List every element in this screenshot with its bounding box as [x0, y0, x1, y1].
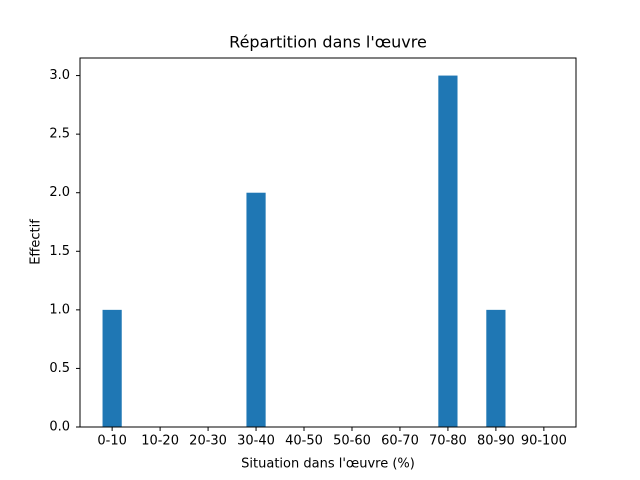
x-tick-label: 40-50	[285, 434, 323, 449]
x-tick-label: 90-100	[521, 434, 567, 449]
x-tick-label: 70-80	[429, 434, 467, 449]
x-tick-label: 10-20	[141, 434, 179, 449]
chart-title: Répartition dans l'œuvre	[229, 33, 427, 52]
x-tick-label: 30-40	[237, 434, 275, 449]
bar	[246, 192, 266, 427]
bar	[438, 75, 458, 428]
y-tick-label: 0.5	[49, 361, 70, 376]
x-tick-label: 0-10	[97, 434, 127, 449]
y-tick-label: 2.0	[49, 185, 70, 200]
y-tick-label: 1.0	[49, 302, 70, 317]
y-tick-label: 3.0	[49, 68, 70, 83]
y-tick-label: 2.5	[49, 127, 70, 142]
y-tick-label: 1.5	[49, 244, 70, 259]
x-tick-label: 50-60	[333, 434, 371, 449]
x-tick-label: 60-70	[381, 434, 419, 449]
x-axis-label: Situation dans l'œuvre (%)	[241, 457, 415, 472]
y-tick-label: 0.0	[49, 420, 70, 435]
bar	[486, 309, 506, 427]
x-tick-label: 20-30	[189, 434, 227, 449]
bar	[102, 309, 122, 427]
plot-frame	[79, 57, 577, 428]
x-tick-label: 80-90	[477, 434, 515, 449]
y-axis-label: Effectif	[29, 219, 44, 265]
